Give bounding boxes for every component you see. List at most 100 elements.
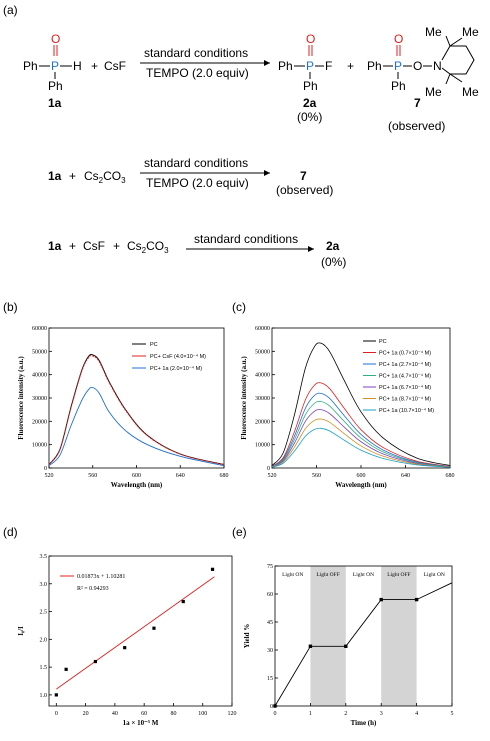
ph-3: Ph: [278, 59, 293, 73]
ph-4: Ph: [303, 79, 318, 93]
y-tick-label: 40000: [32, 373, 47, 379]
series-line-1: [271, 342, 451, 466]
methyl-4: Me: [462, 85, 479, 99]
panel-label-d: (d): [3, 525, 18, 539]
row3-product: 2a: [326, 239, 340, 253]
row3-plus-2: +: [113, 239, 120, 253]
y-axis-label: Fluorescence intensity (a.u.): [17, 356, 25, 440]
series-line-6: [271, 418, 451, 468]
y-tick-label: 40000: [255, 373, 270, 379]
y-tick-label: 60000: [32, 326, 47, 332]
row3-yield: (0%): [321, 255, 346, 269]
x-tick-label: 40: [112, 711, 118, 717]
x-tick-label: 100: [198, 711, 207, 717]
series-line-3: [48, 386, 225, 467]
fit-line: [56, 576, 215, 690]
x-tick-label: 2: [344, 711, 347, 717]
series-line-2: [48, 355, 225, 466]
x-tick-label: 640: [401, 473, 410, 479]
fit-equation: 0.01873x + 1.10281: [77, 574, 125, 580]
y-tick-label: 60000: [255, 326, 270, 332]
h-atom: H: [73, 59, 82, 73]
x-tick-label: 3: [380, 711, 383, 717]
y-tick-label: 0: [44, 466, 47, 472]
scheme-row-2: 1a + Cs2CO3 standard conditions TEMPO (2…: [48, 156, 333, 197]
chart-b: 520 560 600 640 680 0 10000 20000 30000 40000 5000…: [17, 326, 229, 489]
data-point: [414, 597, 419, 602]
series-line-4: [271, 400, 451, 468]
x-tick-label: 20: [83, 711, 89, 717]
row2-conditions: standard conditions: [144, 156, 248, 170]
methyl-3: Me: [425, 85, 442, 99]
series-line-2: [271, 382, 451, 467]
row3-base: Cs2CO3: [127, 239, 169, 255]
y-tick-label: 50000: [255, 349, 270, 355]
x-axis-label: Time (h): [351, 719, 377, 727]
plot-frame: [48, 555, 233, 707]
y-tick-label: 20000: [255, 419, 270, 425]
y-tick-label: 75: [267, 564, 273, 570]
x-axis-label: Wavelength (nm): [335, 481, 387, 489]
fit-r-squared: R² = 0.94293: [77, 586, 109, 592]
y-tick-label: 2.0: [40, 637, 48, 643]
o-atom-3: O: [394, 32, 403, 46]
methyl-2: Me: [462, 25, 479, 39]
observed-7: (observed): [388, 119, 445, 133]
scheme-row-1: Ph P O H Ph 1a + CsF standard conditions…: [23, 25, 479, 133]
y-tick-label: 3.0: [40, 582, 48, 588]
row2-plus: +: [69, 169, 76, 183]
label-2a: 2a: [303, 96, 317, 110]
label-1a: 1a: [48, 96, 62, 110]
csf-reagent: CsF: [104, 59, 126, 73]
y-tick-label: 10000: [255, 443, 270, 449]
series-line-7: [271, 427, 451, 468]
y-tick-label: 15: [267, 676, 273, 682]
methyl-1: Me: [425, 25, 442, 39]
legend-entry: PC+ 1a (2.0×10⁻⁴ M): [150, 365, 202, 372]
legend-entry: PC+ 1a (8.7×10⁻⁴ M): [379, 396, 431, 403]
y-axis-label: I₀/I: [17, 626, 25, 636]
x-axis-label: Wavelength (nm): [111, 481, 163, 489]
row2-tempo: TEMPO (2.0 equiv): [146, 176, 249, 190]
conditions-1: standard conditions: [144, 46, 248, 60]
row2-product: 7: [300, 169, 307, 183]
chart-d: 0 20 40 60 80 100 120 1.0 1.5 2.0 2.5 3.0 3.5 1a × 10…: [17, 554, 237, 727]
y-tick-label: 2.5: [40, 610, 48, 616]
x-tick-label: 640: [176, 473, 185, 479]
y-tick-label: 20000: [32, 419, 47, 425]
data-point: [308, 644, 313, 648]
row2-observed: (observed): [276, 183, 333, 197]
label-7: 7: [414, 96, 421, 110]
ph-5: Ph: [367, 59, 382, 73]
plus-2: +: [347, 59, 354, 73]
y-tick-label: 0: [267, 466, 270, 472]
data-point: [344, 644, 348, 648]
legend-entry: PC+ 1a (0.7×10⁻⁴ M): [379, 350, 431, 357]
y-tick-label: 0: [270, 704, 273, 710]
x-tick-label: 600: [132, 473, 141, 479]
y-tick-label: 30000: [255, 396, 270, 402]
band-label: Light ON: [353, 572, 374, 578]
scheme-row-3: 1a + CsF + Cs2CO3 standard conditions 2a…: [48, 232, 346, 269]
y-tick-label: 10000: [32, 443, 47, 449]
x-axis-label: 1a × 10⁻⁵ M: [123, 719, 159, 727]
legend-entry: PC+ CsF (4.0×10⁻⁴ M): [150, 353, 206, 360]
chart-c: 520 560 600 640 680 0 10000 20000 30000 40000 5000…: [240, 326, 455, 489]
row2-reactant: 1a: [48, 169, 62, 183]
panel-label-e: (e): [232, 525, 247, 539]
y-tick-label: 60: [267, 592, 273, 598]
series-line-3: [271, 392, 451, 467]
x-tick-label: 80: [170, 711, 176, 717]
tempo-1: TEMPO (2.0 equiv): [146, 66, 249, 80]
x-tick-label: 560: [312, 473, 321, 479]
x-tick-label: 680: [446, 473, 455, 479]
y-tick-label: 50000: [32, 349, 47, 355]
row2-base: Cs2CO3: [84, 169, 126, 185]
legend-entry: PC: [379, 339, 387, 345]
data-point: [273, 704, 277, 708]
series-line-5: [271, 409, 451, 468]
data-point: [54, 693, 58, 697]
x-tick-label: 4: [415, 711, 418, 717]
row3-csf: CsF: [83, 239, 105, 253]
